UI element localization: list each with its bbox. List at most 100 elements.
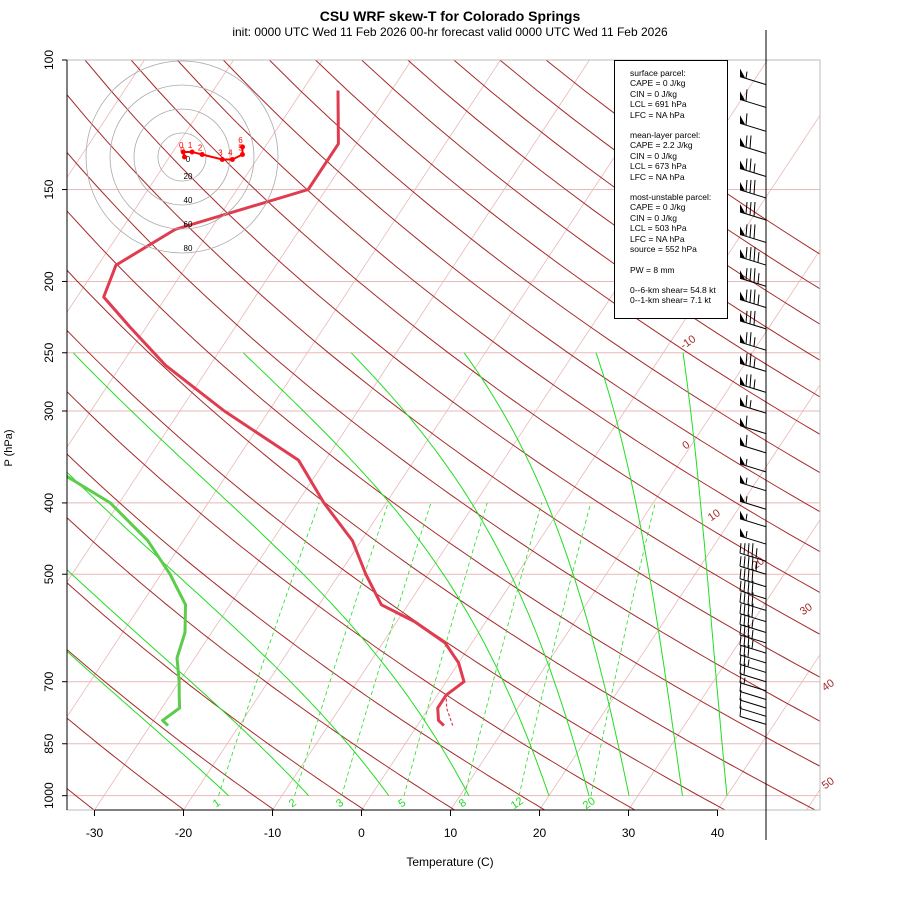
mixing-ratio-line [341, 502, 432, 796]
moist-adiabat-line [350, 352, 590, 796]
moist-adiabat-line [67, 569, 310, 797]
wind-barb-shaft [739, 425, 767, 435]
wind-barb-half [745, 477, 748, 485]
wind-barb [739, 68, 767, 86]
wind-barb-feather [751, 580, 754, 595]
x-tick-label: 10 [444, 826, 458, 840]
wind-barb-feather [739, 592, 742, 603]
dry-adiabat-label: 30 [798, 601, 815, 618]
wind-barb-shaft [739, 463, 767, 473]
wind-barb-feather [743, 580, 746, 593]
isotherm-line [67, 60, 323, 448]
wind-barb-feather [747, 580, 750, 594]
wind-barb [739, 689, 767, 709]
wind-barb [739, 706, 767, 725]
chart-subtitle: init: 0000 UTC Wed 11 Feb 2026 00-hr for… [232, 25, 668, 39]
wind-barb-half [753, 337, 756, 347]
isotherm-line [361, 114, 820, 810]
dry-adiabat-line [176, 60, 820, 553]
wind-barb-half [755, 548, 758, 559]
wind-barb-shaft [739, 404, 767, 414]
y-tick-label: 250 [42, 342, 56, 362]
hodograph-ring-label: 80 [184, 244, 193, 253]
wind-barb-feather [739, 624, 742, 635]
wind-barb-shaft [739, 383, 767, 393]
info-line: CIN = 0 J/kg [630, 150, 678, 161]
wind-barb [739, 654, 767, 673]
wind-barb-shaft [739, 699, 767, 709]
isotherm-line [67, 60, 412, 583]
wind-barb-shaft [739, 145, 767, 154]
dry-adiabat-line [222, 60, 820, 513]
wind-barb-feather [749, 332, 752, 346]
wind-barb-shaft [739, 168, 767, 177]
mixing-ratio-label: 1 [211, 797, 223, 810]
isotherm-line [67, 60, 501, 718]
wind-barb-shaft [739, 690, 767, 700]
dry-adiabat-line [315, 60, 820, 435]
x-tick-label: -20 [175, 826, 193, 840]
info-line: LCL = 503 hPa [630, 223, 687, 234]
hodograph-point [229, 157, 235, 163]
moist-adiabat-line [67, 650, 229, 797]
wind-barb [739, 681, 767, 700]
dry-adiabat-line [67, 390, 636, 810]
hodograph-ring-label: 60 [184, 220, 193, 229]
wind-barb-feather [745, 310, 748, 323]
wind-barb-half [751, 640, 754, 649]
isotherm-line [183, 60, 679, 810]
wind-barb-feather [749, 374, 752, 388]
wind-barb-feather [743, 644, 746, 657]
wind-barb [739, 644, 767, 664]
isotherm-line [628, 519, 820, 810]
wind-barb-feather [743, 603, 746, 615]
wind-barb-flag [740, 417, 745, 427]
info-line: LFC = NA hPa [630, 109, 685, 120]
wind-barb-feather [747, 603, 750, 617]
mixing-ratio-label: 20 [581, 795, 598, 812]
wind-barb-shaft [739, 211, 767, 221]
wind-barb-feather [745, 158, 748, 171]
wind-barb [739, 310, 767, 330]
wind-barb-half [747, 659, 750, 667]
wind-barb-half [757, 252, 760, 263]
hodograph-ring [157, 132, 207, 182]
wind-barb-feather [751, 568, 754, 583]
wind-barb-feather [745, 113, 748, 126]
wind-barb-flag [740, 249, 745, 259]
wind-barb-feather [743, 635, 746, 647]
info-line: LCL = 673 hPa [630, 161, 687, 172]
wind-barb-shaft [739, 444, 767, 454]
wind-barb-shaft [739, 299, 767, 309]
info-line: CAPE = 2.2 J/kg [630, 140, 693, 151]
wind-barb-feather [745, 179, 748, 192]
wind-barb [739, 135, 767, 154]
wind-barb-shaft [739, 320, 767, 330]
x-tick-label: 0 [358, 826, 365, 840]
parcel-info-box: surface parcel: CAPE = 0 J/kg CIN = 0 J/… [614, 60, 728, 319]
wind-barb-shaft [739, 482, 767, 492]
wind-barb-shaft [739, 341, 767, 351]
wind-barb-feather [743, 568, 746, 580]
wind-barb [739, 580, 767, 600]
isotherm-line [450, 249, 820, 810]
wind-barb-feather [751, 543, 754, 557]
wind-barb-feather [753, 247, 756, 262]
moist-adiabat-line [463, 352, 630, 796]
wind-barb-flag [740, 68, 745, 78]
wind-barb-feather [745, 201, 748, 214]
dry-adiabat-label: 40 [820, 677, 837, 694]
chart-title: CSU WRF skew-T for Colorado Springs [319, 8, 581, 24]
wind-barb-feather [743, 556, 746, 568]
wind-barb [739, 89, 767, 108]
isotherm-line [67, 60, 234, 313]
wind-barb-feather [739, 706, 742, 717]
info-line: 0--1-km shear= 7.1 kt [630, 295, 712, 306]
dry-adiabat-label: -10 [678, 333, 698, 352]
wind-barb-half [743, 677, 746, 684]
wind-barb-feather [747, 568, 750, 582]
moist-adiabat-line [242, 352, 550, 796]
wind-barb [739, 434, 767, 454]
dry-adiabat-line [67, 94, 820, 678]
wind-barb [739, 353, 767, 372]
